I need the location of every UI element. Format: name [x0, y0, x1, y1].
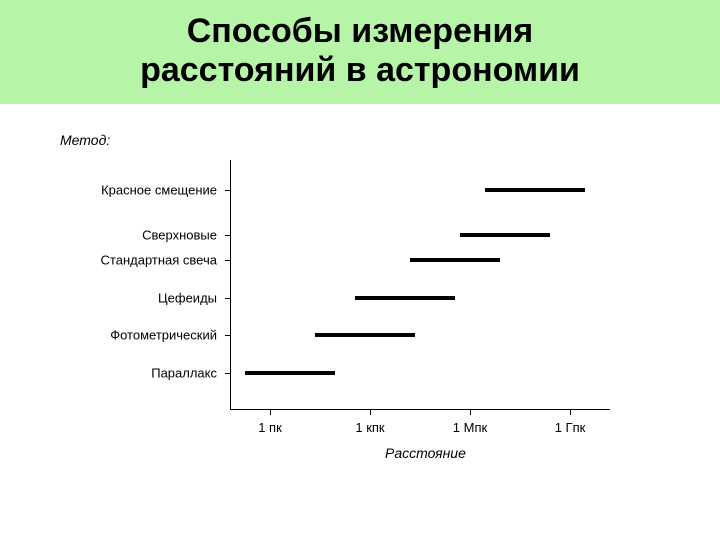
y-tick: [225, 298, 230, 299]
y-label: Фотометрический: [110, 328, 217, 343]
y-axis-line: [230, 160, 231, 410]
y-tick: [225, 260, 230, 261]
range-bar: [315, 333, 415, 337]
range-bar: [245, 371, 335, 375]
range-bar: [485, 188, 585, 192]
x-label: 1 кпк: [355, 420, 384, 435]
y-label: Стандартная свеча: [101, 253, 217, 268]
y-tick: [225, 235, 230, 236]
y-label: Красное смещение: [101, 183, 217, 198]
x-label: 1 Гпк: [555, 420, 586, 435]
slide-header: Способы измерения расстояний в астрономи…: [0, 0, 720, 104]
y-label: Цефеиды: [158, 290, 217, 305]
y-axis-labels: Метод: Красное смещениеСверхновыеСтандар…: [60, 160, 225, 410]
range-bar: [460, 233, 550, 237]
y-tick: [225, 190, 230, 191]
x-label: 1 Мпк: [453, 420, 487, 435]
title-line-2: расстояний в астрономии: [140, 51, 580, 89]
range-bar: [410, 258, 500, 262]
y-tick: [225, 373, 230, 374]
plot-area: 1 пк1 кпк1 Мпк1 Гпк: [230, 160, 630, 410]
y-tick: [225, 335, 230, 336]
x-axis-line: [230, 409, 610, 410]
x-tick: [370, 410, 371, 415]
x-axis-title: Расстояние: [385, 445, 466, 461]
y-axis-title: Метод:: [60, 132, 110, 148]
x-tick: [270, 410, 271, 415]
x-label: 1 пк: [258, 420, 282, 435]
range-bar: [355, 296, 455, 300]
x-tick: [470, 410, 471, 415]
y-label: Параллакс: [151, 365, 217, 380]
x-tick: [570, 410, 571, 415]
title-line-1: Способы измерения: [187, 12, 534, 50]
y-label: Сверхновые: [142, 228, 217, 243]
slide-title: Способы измерения расстояний в астрономи…: [0, 12, 720, 90]
chart-container: Метод: Красное смещение Сверхновые Стандар…: [60, 130, 660, 490]
